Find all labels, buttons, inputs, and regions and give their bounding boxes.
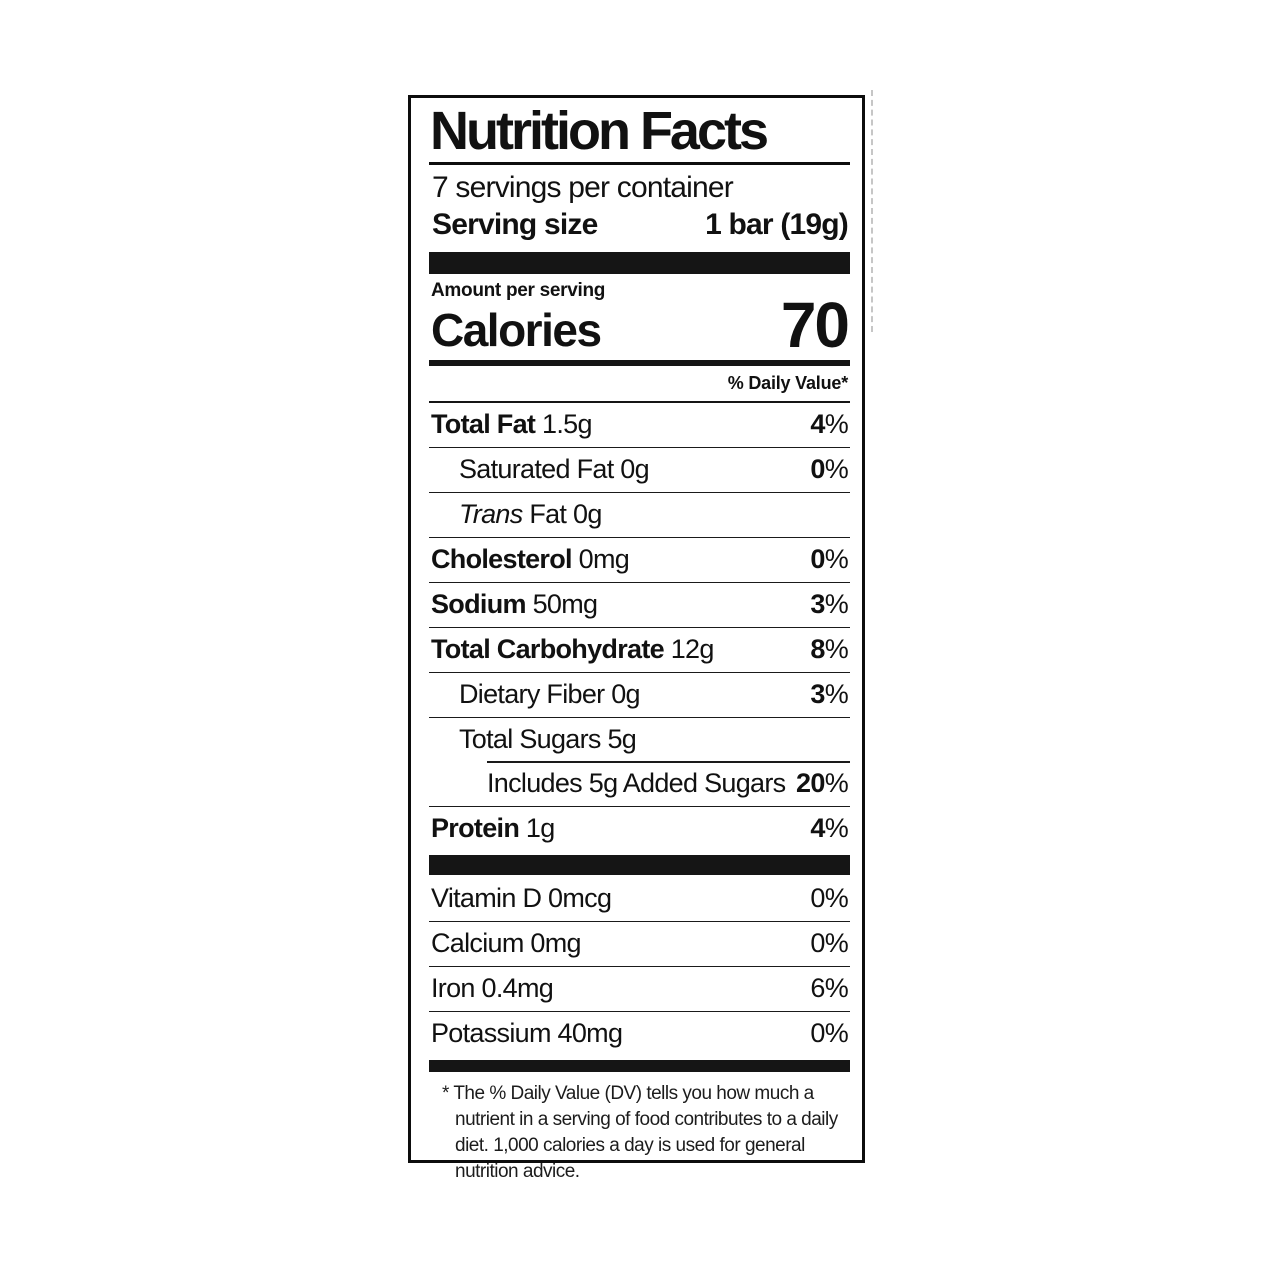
micronutrient-row-potassium: Potassium 40mg 0% xyxy=(429,1011,850,1056)
dashed-cut-line xyxy=(871,90,873,332)
separator-bar-bottom xyxy=(429,1060,850,1073)
nutrient-row-dietary-fiber: Dietary Fiber 0g 3% xyxy=(429,672,850,717)
nutrient-row-protein: Protein 1g 4% xyxy=(429,806,850,851)
label-title: Nutrition Facts xyxy=(429,102,850,166)
servings-per-container: 7 servings per container xyxy=(432,171,734,205)
amount-per-serving-label: Amount per serving xyxy=(431,280,606,302)
nutrient-row-total-sugars: Total Sugars 5g xyxy=(429,717,850,762)
separator-rule-medium xyxy=(429,360,850,367)
daily-value-footnote: * The % Daily Value (DV) tells you how m… xyxy=(442,1083,838,1183)
separator-bar-top xyxy=(429,252,850,275)
separator-bar-middle xyxy=(429,855,850,876)
nutrient-rows: Total Fat 1.5g 4% Saturated Fat 0g 0% Tr… xyxy=(429,403,850,851)
daily-value-header: % Daily Value* xyxy=(429,366,850,404)
calories-value: 70 xyxy=(780,289,850,362)
micronutrient-rows: Vitamin D 0mcg 0% Calcium 0mg 0% Iron 0.… xyxy=(429,877,850,1056)
micronutrient-row-vitamin-d: Vitamin D 0mcg 0% xyxy=(431,883,849,914)
nutrient-row-saturated-fat: Saturated Fat 0g 0% xyxy=(429,447,850,492)
serving-size-label: Serving size xyxy=(432,208,598,242)
nutrient-row-sodium: Sodium 50mg 3% xyxy=(429,582,850,627)
nutrition-facts-label: Nutrition Facts 7 servings per container… xyxy=(408,95,865,1182)
micronutrient-row-calcium: Calcium 0mg 0% xyxy=(429,921,850,966)
micronutrient-row-iron: Iron 0.4mg 6% xyxy=(429,966,850,1011)
nutrient-row-added-sugars: Includes 5g Added Sugars 20% xyxy=(429,761,850,806)
serving-size-row: Serving size 1 bar (19g) xyxy=(429,205,850,252)
calories-label: Calories xyxy=(431,303,602,356)
nutrient-row-total-carbohydrate: Total Carbohydrate 12g 8% xyxy=(429,627,850,672)
nutrient-row-total-fat: Total Fat 1.5g 4% xyxy=(431,409,849,440)
nutrient-row-trans-fat: Trans Fat 0g xyxy=(429,492,850,537)
calories-row: Calories 70 xyxy=(429,289,850,362)
nutrient-row-cholesterol: Cholesterol 0mg 0% xyxy=(429,537,850,582)
serving-size-value: 1 bar (19g) xyxy=(705,208,849,242)
